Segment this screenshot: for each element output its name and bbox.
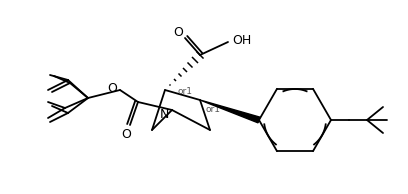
Text: O: O bbox=[121, 127, 131, 140]
Text: or1: or1 bbox=[178, 87, 193, 96]
Text: or1: or1 bbox=[205, 106, 220, 114]
Polygon shape bbox=[200, 100, 260, 123]
Text: O: O bbox=[173, 27, 183, 40]
Text: OH: OH bbox=[233, 34, 252, 47]
Text: O: O bbox=[107, 81, 117, 94]
Text: N: N bbox=[159, 108, 169, 121]
